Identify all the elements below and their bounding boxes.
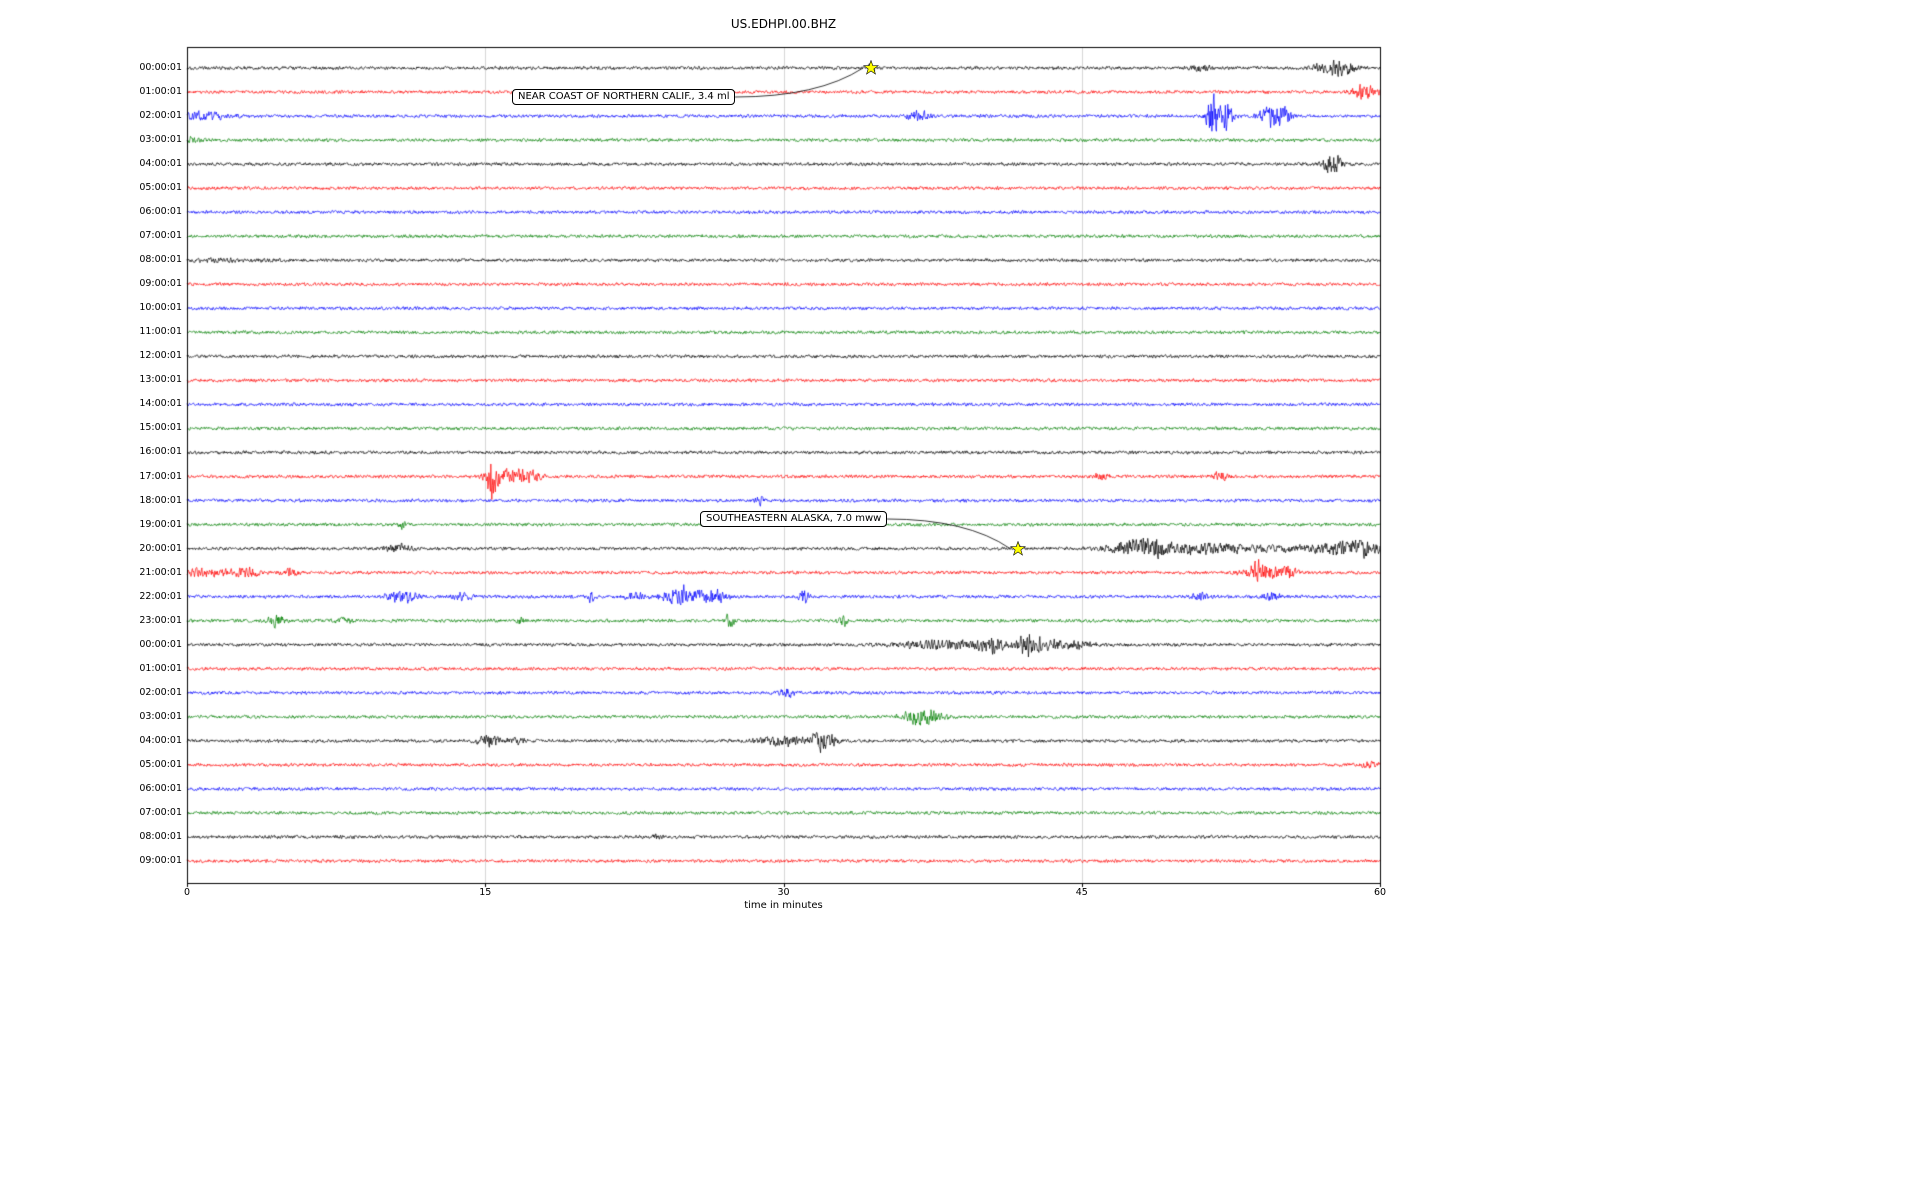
x-tick-label: 15 — [479, 887, 492, 898]
row-time-label: 09:00:01 — [139, 854, 182, 866]
row-time-label: 04:00:01 — [139, 158, 182, 170]
x-tick-label: 0 — [183, 887, 191, 898]
row-time-label: 16:00:01 — [139, 446, 182, 458]
row-time-label: 04:00:01 — [139, 734, 182, 746]
row-time-label: 09:00:01 — [139, 278, 182, 290]
row-time-label: 20:00:01 — [139, 542, 182, 554]
x-tick-label: 30 — [777, 887, 790, 898]
row-time-label: 00:00:01 — [139, 62, 182, 73]
row-time-label: 01:00:01 — [139, 86, 182, 98]
row-time-label: 12:00:01 — [139, 350, 182, 362]
event-star-icon — [1010, 540, 1027, 556]
row-time-label: 08:00:01 — [139, 254, 182, 266]
row-time-label: 03:00:01 — [139, 134, 182, 146]
x-tick-label: 45 — [1075, 887, 1088, 898]
row-time-label: 05:00:01 — [139, 758, 182, 770]
event-star-icon — [862, 60, 879, 75]
row-time-label: 19:00:01 — [139, 518, 182, 530]
event-annotation: NEAR COAST OF NORTHERN CALIF., 3.4 ml — [512, 89, 736, 105]
row-time-label: 07:00:01 — [139, 806, 182, 818]
row-time-label: 02:00:01 — [139, 686, 182, 698]
row-time-label: 06:00:01 — [139, 206, 182, 218]
row-time-label: 10:00:01 — [139, 302, 182, 314]
row-time-label: 21:00:01 — [139, 566, 182, 578]
row-time-label: 15:00:01 — [139, 422, 182, 434]
row-time-label: 02:00:01 — [139, 110, 182, 122]
event-annotation: SOUTHEASTERN ALASKA, 7.0 mww — [700, 511, 888, 527]
row-time-label: 23:00:01 — [139, 614, 182, 626]
row-time-label: 22:00:01 — [139, 590, 182, 602]
row-time-label: 13:00:01 — [139, 374, 182, 386]
row-time-label: 05:00:01 — [139, 182, 182, 194]
row-time-label: 11:00:01 — [139, 326, 182, 338]
row-time-label: 14:00:01 — [139, 398, 182, 410]
row-time-label: 03:00:01 — [139, 710, 182, 722]
row-time-label: 17:00:01 — [139, 470, 182, 482]
row-time-label: 06:00:01 — [139, 782, 182, 794]
row-time-label: 00:00:01 — [139, 638, 182, 650]
x-tick-label: 60 — [1373, 887, 1387, 898]
row-time-label: 01:00:01 — [139, 662, 182, 674]
chart-title: US.EDHPI.00.BHZ — [730, 17, 837, 31]
row-time-label: 08:00:01 — [139, 830, 182, 842]
x-axis-label: time in minutes — [744, 900, 823, 911]
row-time-label: 18:00:01 — [139, 494, 182, 506]
row-time-label: 07:00:01 — [139, 230, 182, 242]
